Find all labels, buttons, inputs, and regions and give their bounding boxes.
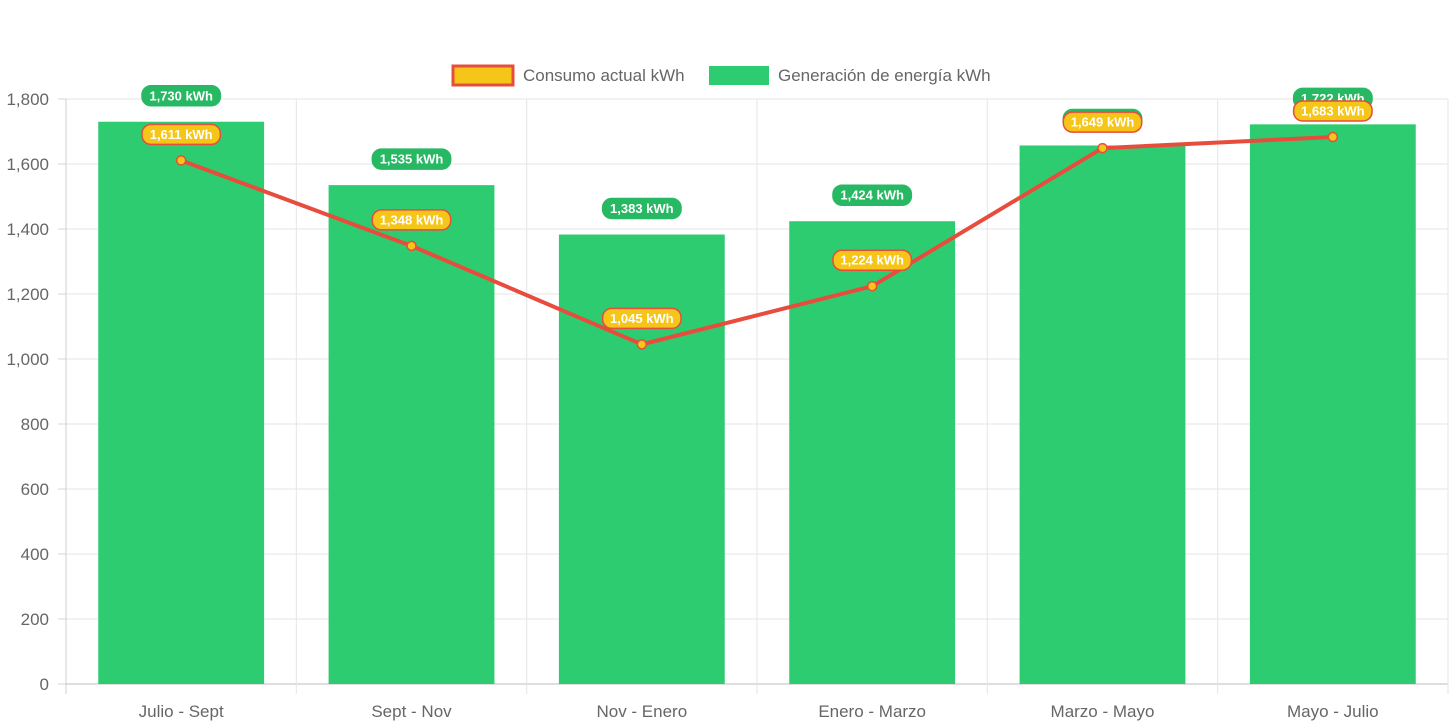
- line-data-label: 1,348 kWh: [380, 212, 444, 227]
- line-data-label-group: 1,649 kWh: [1062, 111, 1143, 133]
- line-data-label-bg: [601, 307, 682, 330]
- bar-data-label: 1,535 kWh: [380, 152, 444, 167]
- line-point-consumo[interactable]: [636, 339, 648, 350]
- line-data-label: 1,649 kWh: [1071, 115, 1135, 130]
- bar-data-label-group: 1,383 kWh: [601, 197, 682, 220]
- bar-data-label-bg: [832, 184, 913, 206]
- y-tick-label: 1,600: [6, 155, 49, 174]
- x-tick-label: Nov - Enero: [596, 702, 687, 721]
- bar-data-label-bg: [601, 197, 682, 220]
- legend-label-consumo[interactable]: Consumo actual kWh: [523, 66, 685, 85]
- line-point-consumo[interactable]: [175, 155, 187, 166]
- line-data-label: 1,611 kWh: [150, 127, 213, 142]
- line-data-label-group: 1,611 kWh: [141, 123, 222, 146]
- line-data-label-bg: [832, 249, 913, 271]
- bar-generacion[interactable]: [1019, 145, 1186, 685]
- line-point-consumo[interactable]: [406, 240, 417, 252]
- line-data-label-bg: [1062, 111, 1143, 133]
- line-data-label-group: 1,045 kWh: [601, 307, 682, 330]
- y-tick-label: 1,400: [6, 220, 49, 239]
- x-tick-label: Marzo - Mayo: [1051, 702, 1155, 721]
- legend-swatch-consumo[interactable]: [451, 64, 515, 87]
- line-data-label: 1,045 kWh: [610, 311, 674, 326]
- y-tick-label: 200: [21, 610, 49, 629]
- line-data-labels: 1,611 kWh 1,348 kWh 1,045 kWh 1,224 kWh 1,64…: [141, 100, 1373, 330]
- y-tick-label: 0: [40, 675, 49, 694]
- x-tick-label: Julio - Sept: [139, 702, 224, 721]
- bar-generacion[interactable]: [328, 185, 495, 684]
- y-tick-label: 1,800: [6, 90, 49, 109]
- bar-data-label-group: 1,730 kWh: [141, 85, 222, 107]
- line-point-consumo[interactable]: [866, 280, 878, 292]
- line-data-label: 1,683 kWh: [1301, 104, 1365, 119]
- bar-data-label: 1,730 kWh: [149, 88, 213, 103]
- line-data-label-bg: [371, 209, 452, 231]
- bar-generacion[interactable]: [98, 121, 265, 684]
- x-tick-label: Enero - Marzo: [818, 702, 926, 721]
- line-series-consumo: [175, 131, 1339, 350]
- y-tick-label: 1,200: [6, 285, 49, 304]
- y-axis: 0 200 400 600 800 1,000 1,200 1,400 1,600 1,800: [6, 90, 67, 694]
- bar-data-label-bg: [141, 85, 222, 107]
- line-data-label-bg: [1292, 100, 1373, 122]
- legend-label-generacion[interactable]: Generación de energía kWh: [778, 66, 991, 85]
- legend-swatch-generacion[interactable]: [709, 66, 769, 85]
- bar-data-label: 1,383 kWh: [610, 201, 674, 216]
- x-axis: Julio - Sept Sept - Nov Nov - Enero Enero -…: [139, 702, 1379, 721]
- bar-series-generacion: [98, 121, 1416, 685]
- y-tick-label: 400: [21, 545, 49, 564]
- line-data-label-bg: [141, 123, 222, 146]
- y-tick-label: 1,000: [6, 350, 49, 369]
- x-tick-label: Sept - Nov: [371, 702, 452, 721]
- line-data-label-group: 1,683 kWh: [1292, 100, 1373, 122]
- y-tick-label: 600: [21, 480, 49, 499]
- y-tick-label: 800: [21, 415, 49, 434]
- bar-data-label: 1,424 kWh: [840, 188, 904, 203]
- bar-generacion[interactable]: [558, 234, 725, 684]
- line-data-label: 1,224 kWh: [840, 253, 904, 268]
- bar-generacion[interactable]: [1249, 124, 1416, 685]
- chart-grid: [65, 98, 1449, 694]
- bar-data-label-group: 1,424 kWh: [832, 184, 913, 206]
- bar-data-label-bg: [371, 148, 452, 170]
- x-tick-label: Mayo - Julio: [1287, 702, 1379, 721]
- line-point-consumo[interactable]: [1327, 131, 1339, 143]
- line-point-consumo[interactable]: [1097, 142, 1108, 154]
- bar-data-label-group: 1,535 kWh: [371, 148, 452, 170]
- chart-legend: Consumo actual kWh Generación de energía…: [451, 64, 991, 87]
- line-consumo: [180, 135, 1333, 347]
- line-data-label-group: 1,224 kWh: [832, 249, 913, 271]
- line-data-label-group: 1,348 kWh: [371, 209, 452, 231]
